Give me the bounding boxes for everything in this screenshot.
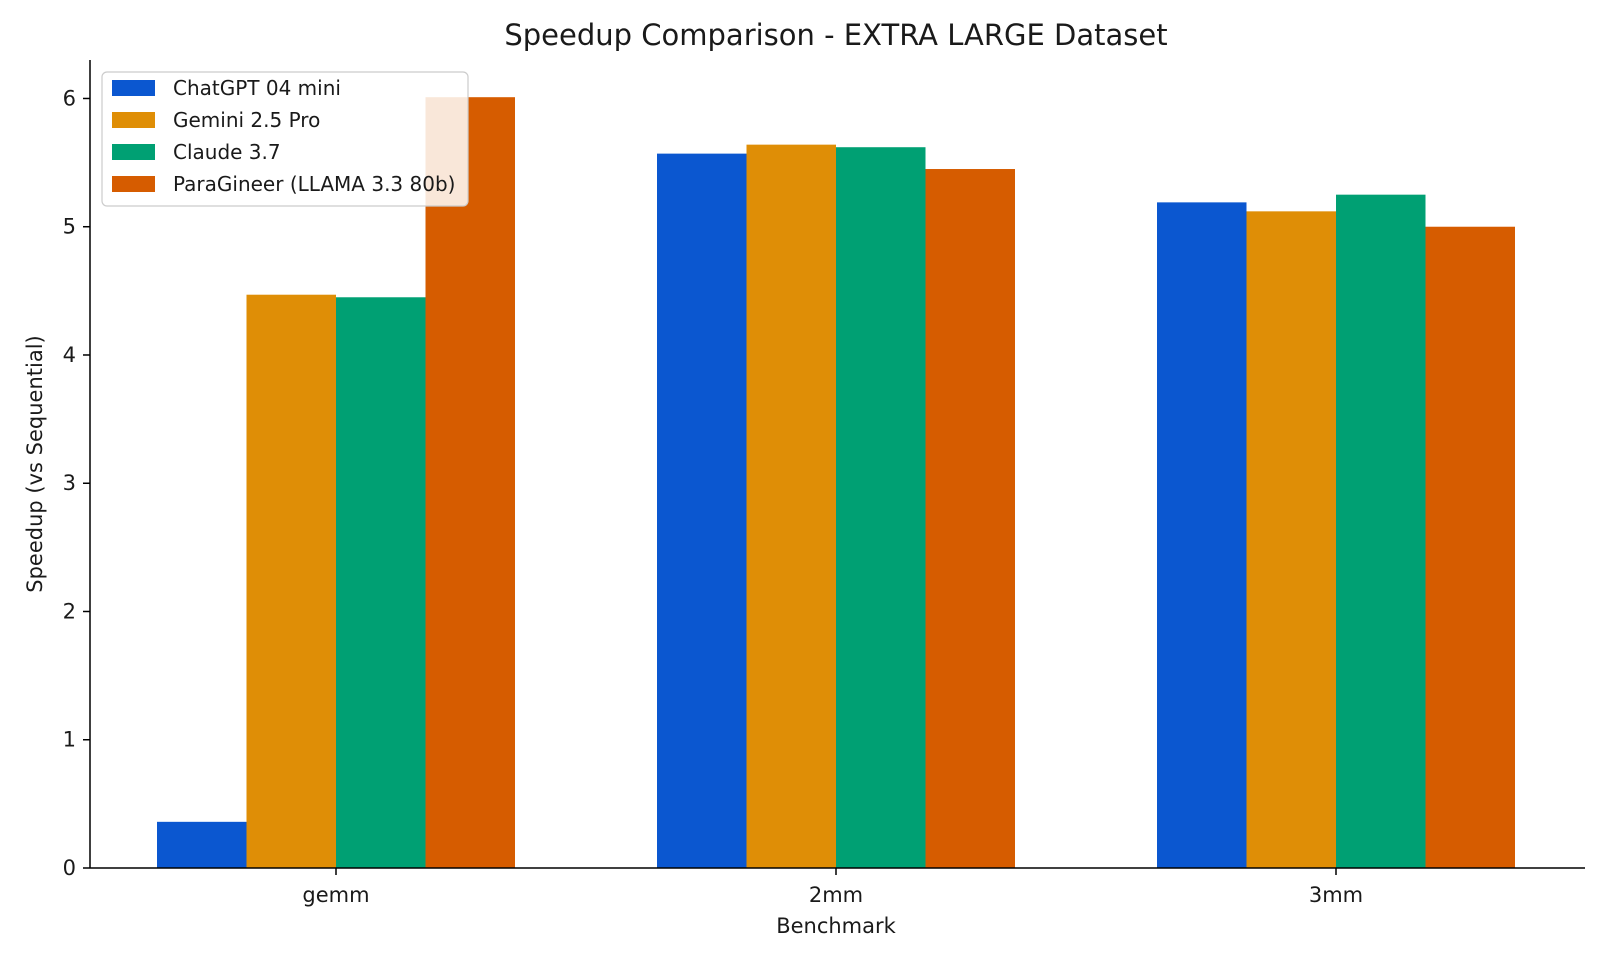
y-ticks-group: 0 1 2 3 4 5 6	[63, 86, 90, 880]
x-axis-label: Benchmark	[776, 914, 896, 938]
bar-gemm-series-3	[425, 97, 515, 868]
y-tick-label: 0	[63, 856, 76, 880]
legend-label-3: ParaGineer (LLAMA 3.3 80b)	[173, 172, 455, 196]
legend-label-1: Gemini 2.5 Pro	[173, 108, 320, 132]
legend-swatch-1	[112, 112, 155, 128]
bar-3mm-series-3	[1425, 226, 1515, 868]
bar-2mm-series-3	[925, 169, 1015, 868]
bar-3mm-series-2	[1336, 194, 1426, 868]
bar-2mm-series-1	[746, 144, 836, 869]
legend-swatch-3	[112, 176, 155, 192]
y-tick-label: 5	[63, 215, 76, 239]
y-tick-label: 1	[63, 728, 76, 752]
bar-2mm-series-2	[836, 147, 926, 868]
bars-group	[157, 97, 1515, 869]
legend-swatch-0	[112, 80, 155, 96]
legend-swatch-2	[112, 144, 155, 160]
y-tick-label: 2	[63, 599, 76, 623]
x-tick-label-2mm: 2mm	[809, 883, 863, 907]
y-tick-label: 6	[63, 86, 76, 110]
bar-gemm-series-2	[336, 297, 426, 868]
legend-label-0: ChatGPT 04 mini	[173, 76, 341, 100]
x-tick-label-3mm: 3mm	[1309, 883, 1363, 907]
legend-label-2: Claude 3.7	[173, 140, 281, 164]
bar-3mm-series-0	[1157, 202, 1247, 868]
bar-3mm-series-1	[1246, 211, 1336, 869]
y-tick-label: 3	[63, 471, 76, 495]
legend: ChatGPT 04 mini Gemini 2.5 Pro Claude 3.7 P…	[101, 71, 469, 207]
x-ticks-group: gemm 2mm 3mm	[302, 868, 1363, 907]
y-tick-label: 4	[63, 343, 76, 367]
bar-gemm-series-0	[157, 821, 247, 868]
y-axis-label: Speedup (vs Sequential)	[23, 335, 47, 592]
x-tick-label-gemm: gemm	[302, 883, 369, 907]
bar-2mm-series-0	[657, 153, 747, 869]
chart-title: Speedup Comparison - EXTRA LARGE Dataset	[504, 18, 1167, 52]
legend-frame	[101, 71, 469, 207]
bar-gemm-series-1	[246, 294, 336, 868]
